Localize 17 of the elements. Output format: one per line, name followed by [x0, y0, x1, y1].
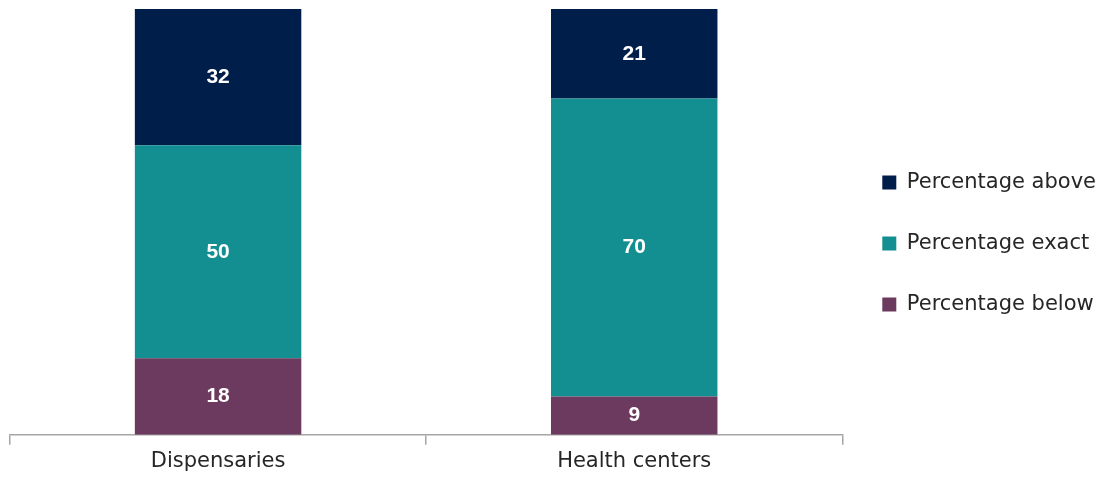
bar: [550, 98, 718, 397]
bar: [134, 145, 302, 359]
bar: [134, 358, 302, 435]
data-label: 32: [206, 63, 230, 87]
x-tick-label: Dispensaries: [150, 447, 286, 472]
data-label: 70: [622, 234, 646, 258]
x-tick-label: Health centers: [557, 447, 712, 472]
data-label: 18: [206, 383, 231, 407]
data-label: 50: [206, 238, 230, 262]
legend-label: Percentage below: [906, 290, 1094, 315]
bar: [134, 9, 302, 146]
legend-label: Percentage exact: [906, 229, 1090, 254]
data-label: 21: [622, 40, 647, 64]
bar: [550, 396, 718, 435]
data-label: 9: [628, 402, 641, 426]
legend-label: Percentage above: [906, 168, 1097, 193]
bar: [550, 9, 718, 99]
